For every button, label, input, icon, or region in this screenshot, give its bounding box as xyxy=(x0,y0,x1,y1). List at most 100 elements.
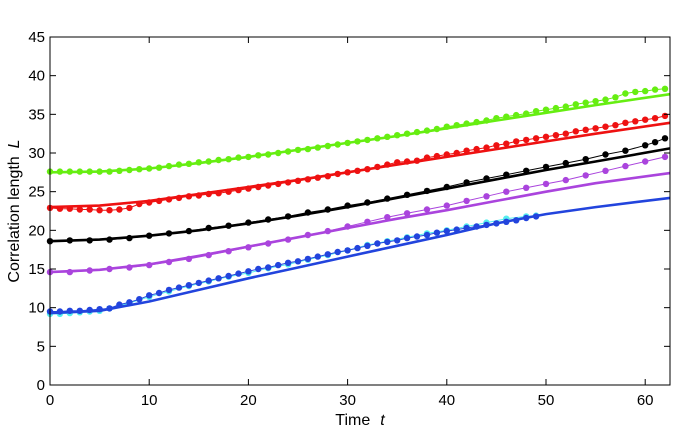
series-2-point xyxy=(384,195,391,202)
x-tick-label: 10 xyxy=(141,392,158,409)
series-5-point xyxy=(275,261,282,269)
series-3-point xyxy=(185,255,193,263)
series-2-point xyxy=(106,236,113,243)
series-1-point xyxy=(423,154,431,161)
series-1-point xyxy=(483,144,490,151)
series-0-point xyxy=(344,139,351,147)
series-1-point xyxy=(215,190,222,197)
series-0-point xyxy=(106,168,113,175)
series-2-point xyxy=(503,171,510,178)
series-1-point xyxy=(106,207,113,214)
series-5-point xyxy=(364,242,371,249)
series-0-point xyxy=(592,98,599,105)
series-3-point xyxy=(582,172,589,179)
series-1-point xyxy=(582,126,589,133)
series-3 xyxy=(46,153,671,276)
series-0-point xyxy=(155,164,163,171)
series-5-point xyxy=(96,306,103,313)
series-3-point xyxy=(443,202,450,209)
series-5-point xyxy=(235,270,242,277)
series-0-point xyxy=(136,166,143,173)
series-0-point xyxy=(146,165,153,172)
series-0-point xyxy=(651,86,659,93)
series-5-point xyxy=(423,231,431,239)
series-5-point xyxy=(503,218,510,225)
series-5-point xyxy=(284,259,292,266)
series-3-point xyxy=(622,162,629,170)
series-1-point xyxy=(403,158,411,165)
series-2-point xyxy=(562,159,569,167)
series-1-point xyxy=(384,161,391,168)
series-0-point xyxy=(304,145,312,153)
series-1-point xyxy=(96,207,103,214)
y-tick-label: 35 xyxy=(28,106,45,123)
series-5-point xyxy=(523,214,530,222)
series-1-point xyxy=(394,159,401,166)
series-0-point xyxy=(245,153,252,161)
series-0-point xyxy=(433,125,441,133)
x-tick-label: 20 xyxy=(240,392,257,409)
x-axis-label: Time t xyxy=(335,412,385,429)
series-3-point xyxy=(423,206,431,213)
series-1-point xyxy=(185,193,193,200)
series-3-point xyxy=(86,267,93,274)
series-5-point xyxy=(76,307,84,314)
series-1-point xyxy=(602,123,609,130)
series-2-point xyxy=(284,213,292,220)
series-1-point xyxy=(364,166,371,173)
series-2-fit-line xyxy=(49,147,671,243)
y-tick-label: 40 xyxy=(28,68,45,85)
series-1-point xyxy=(572,128,579,135)
series-3-point xyxy=(602,167,609,174)
series-1-point xyxy=(552,132,560,139)
x-tick-label: 40 xyxy=(438,392,455,409)
series-5-point xyxy=(304,255,312,263)
y-axis-label-text: Correlation length xyxy=(6,156,23,282)
series-5-point xyxy=(314,253,321,260)
series-3-point xyxy=(344,223,351,230)
series-0-point xyxy=(195,159,202,166)
series-1 xyxy=(46,112,671,214)
series-0-point xyxy=(225,156,232,163)
y-tick-label: 25 xyxy=(28,184,45,201)
series-0-point xyxy=(562,103,569,110)
series-2 xyxy=(46,135,671,245)
series-3-point xyxy=(225,248,232,255)
series-1-point xyxy=(225,188,232,195)
series-0-point xyxy=(513,111,520,119)
series-2-point xyxy=(304,209,312,216)
series-2-point xyxy=(205,224,212,232)
series-1-point xyxy=(245,185,252,192)
x-tick-label: 30 xyxy=(339,392,356,409)
series-2-point xyxy=(126,234,133,242)
series-5-point xyxy=(483,221,490,229)
series-5-point xyxy=(56,308,64,315)
series-5-point xyxy=(493,220,500,227)
series-5-point xyxy=(106,305,113,312)
series-5-point xyxy=(294,258,302,265)
series-3-point xyxy=(146,261,153,269)
series-0-point xyxy=(235,154,242,161)
x-axis-label-symbol: t xyxy=(380,412,385,429)
y-tick-label: 30 xyxy=(28,145,45,162)
y-axis-label: Correlation length L xyxy=(6,139,23,282)
y-axis-label-symbol: L xyxy=(6,139,23,148)
series-5-point xyxy=(532,213,540,220)
series-2-point xyxy=(423,187,431,195)
series-3-point xyxy=(542,180,550,188)
y-tick-label: 0 xyxy=(37,377,45,394)
series-0-point xyxy=(215,156,222,164)
series-5-point xyxy=(195,279,202,287)
series-0-point xyxy=(275,149,282,157)
series-1-point xyxy=(304,176,312,183)
series-5-point xyxy=(146,292,153,299)
series-1-point xyxy=(175,194,183,202)
series-1-point xyxy=(374,163,381,171)
series-1-point xyxy=(165,196,173,203)
series-1-point xyxy=(284,179,292,186)
series-2-point xyxy=(602,151,609,158)
series-5-point xyxy=(155,289,163,297)
series-1-point xyxy=(195,192,202,199)
series-1-point xyxy=(255,183,262,191)
